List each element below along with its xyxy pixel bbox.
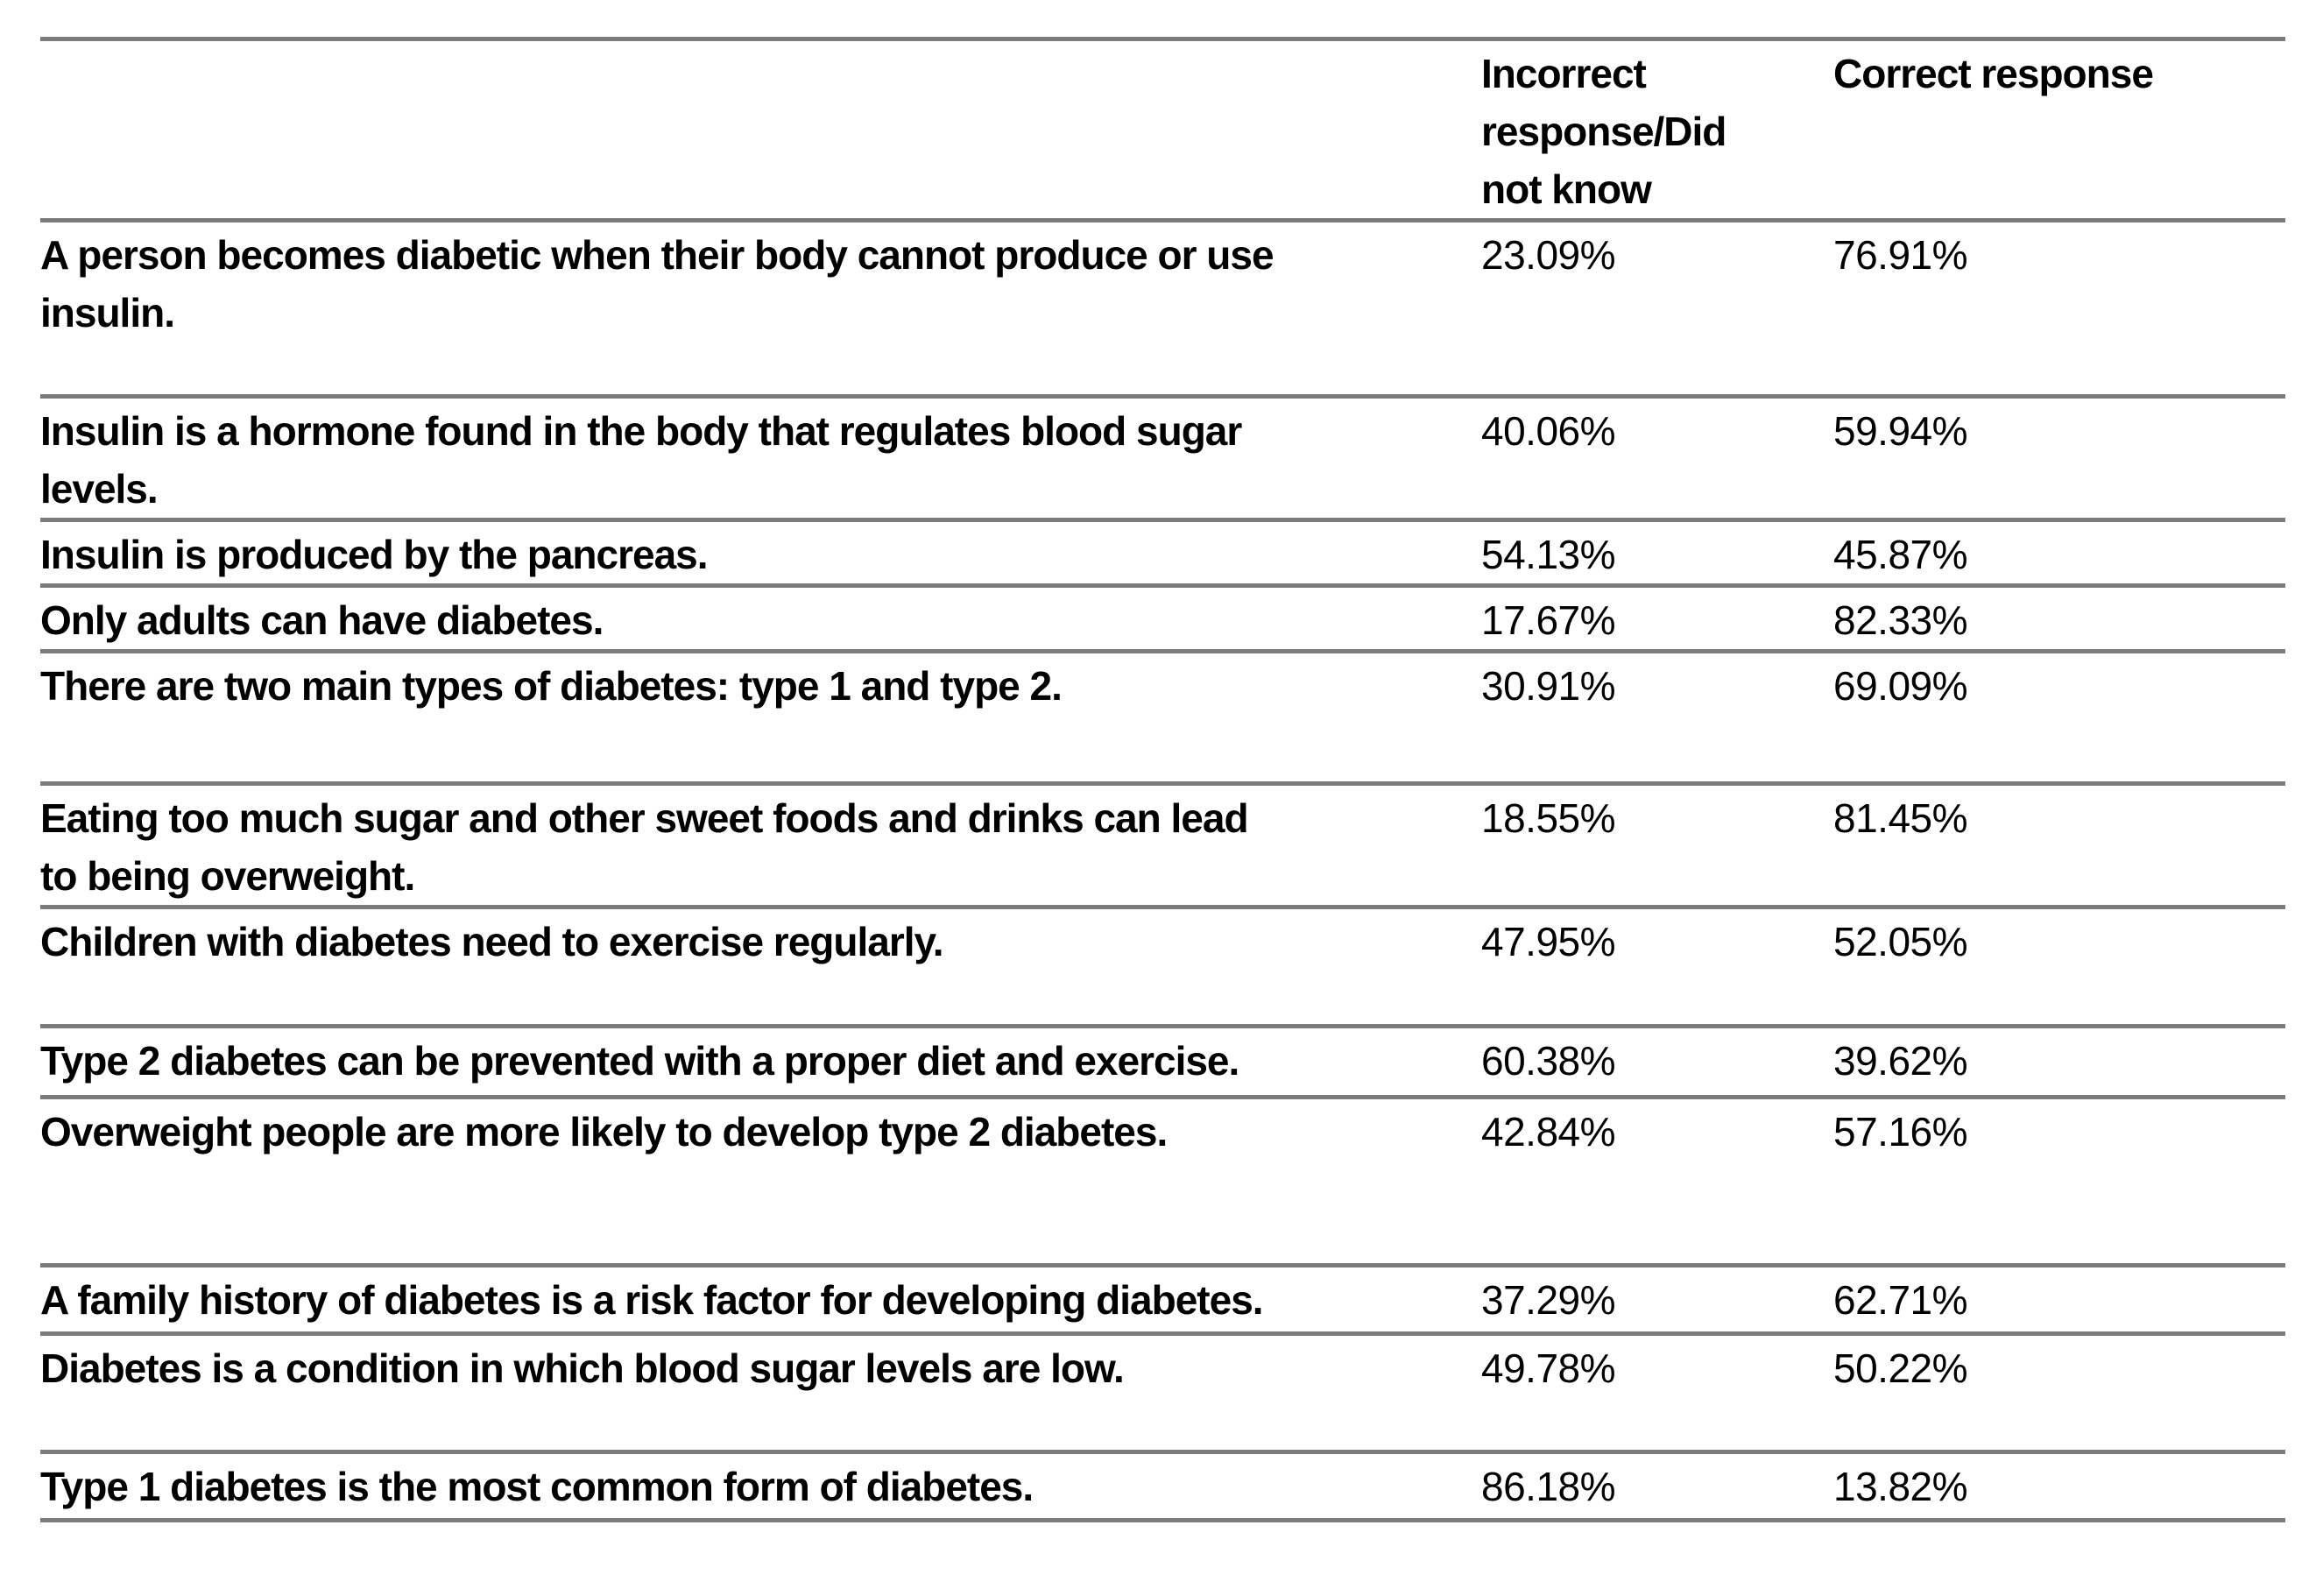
incorrect-value-cell: 17.67% <box>1481 597 1616 643</box>
table-row: Insulin is produced by the pancreas. 54.… <box>40 520 2285 586</box>
incorrect-value-cell: 42.84% <box>1481 1109 1616 1155</box>
statement-cell: Diabetes is a condition in which blood s… <box>40 1345 1125 1391</box>
statement-cell: Insulin is a hormone found in the body t… <box>40 408 1242 512</box>
table-row: Overweight people are more likely to dev… <box>40 1098 2285 1266</box>
col-header-incorrect-response: Incorrect response/Did not know <box>1481 51 1726 212</box>
diabetes-knowledge-table: Incorrect response/Did not know Correct … <box>40 37 2285 1522</box>
incorrect-value-cell: 30.91% <box>1481 663 1616 709</box>
statement-cell: A person becomes diabetic when their bod… <box>40 232 1275 335</box>
correct-value-cell: 62.71% <box>1833 1277 1968 1323</box>
correct-value-cell: 69.09% <box>1833 663 1968 709</box>
correct-value-cell: 50.22% <box>1833 1345 1968 1391</box>
incorrect-value-cell: 23.09% <box>1481 232 1616 278</box>
table-row: Eating too much sugar and other sweet fo… <box>40 784 2285 907</box>
correct-value-cell: 59.94% <box>1833 408 1968 454</box>
incorrect-value-cell: 40.06% <box>1481 408 1616 454</box>
incorrect-value-cell: 54.13% <box>1481 532 1616 577</box>
header-row: Incorrect response/Did not know Correct … <box>40 39 2285 221</box>
statement-cell: Eating too much sugar and other sweet fo… <box>40 795 1249 899</box>
correct-value-cell: 45.87% <box>1833 532 1968 577</box>
statement-cell: Type 2 diabetes can be prevented with a … <box>40 1038 1239 1084</box>
statement-cell: There are two main types of diabetes: ty… <box>40 663 1063 709</box>
statement-cell: Only adults can have diabetes. <box>40 597 604 643</box>
correct-value-cell: 81.45% <box>1833 795 1968 841</box>
statement-cell: Insulin is produced by the pancreas. <box>40 532 709 577</box>
col-header-correct-response: Correct response <box>1833 51 2154 96</box>
table-row: Children with diabetes need to exercise … <box>40 907 2285 1027</box>
correct-value-cell: 82.33% <box>1833 597 1968 643</box>
correct-value-cell: 52.05% <box>1833 919 1968 964</box>
incorrect-value-cell: 18.55% <box>1481 795 1616 841</box>
correct-value-cell: 57.16% <box>1833 1109 1968 1155</box>
table-row: Only adults can have diabetes. 17.67% 82… <box>40 586 2285 652</box>
statement-cell: Overweight people are more likely to dev… <box>40 1109 1168 1155</box>
col-header-statement <box>40 39 1481 221</box>
correct-value-cell: 76.91% <box>1833 232 1968 278</box>
incorrect-value-cell: 47.95% <box>1481 919 1616 964</box>
incorrect-value-cell: 86.18% <box>1481 1464 1616 1509</box>
incorrect-value-cell: 37.29% <box>1481 1277 1616 1323</box>
statement-cell: A family history of diabetes is a risk f… <box>40 1277 1264 1323</box>
table-row: A person becomes diabetic when their bod… <box>40 221 2285 397</box>
statement-cell: Children with diabetes need to exercise … <box>40 919 943 964</box>
table-row: Type 1 diabetes is the most common form … <box>40 1452 2285 1521</box>
correct-value-cell: 13.82% <box>1833 1464 1968 1509</box>
correct-value-cell: 39.62% <box>1833 1038 1968 1084</box>
table-row: Insulin is a hormone found in the body t… <box>40 397 2285 520</box>
incorrect-value-cell: 60.38% <box>1481 1038 1616 1084</box>
table-row: Type 2 diabetes can be prevented with a … <box>40 1027 2285 1098</box>
table-row: Diabetes is a condition in which blood s… <box>40 1334 2285 1452</box>
table-row: A family history of diabetes is a risk f… <box>40 1266 2285 1334</box>
incorrect-value-cell: 49.78% <box>1481 1345 1616 1391</box>
statement-cell: Type 1 diabetes is the most common form … <box>40 1464 1034 1509</box>
table-row: There are two main types of diabetes: ty… <box>40 652 2285 784</box>
